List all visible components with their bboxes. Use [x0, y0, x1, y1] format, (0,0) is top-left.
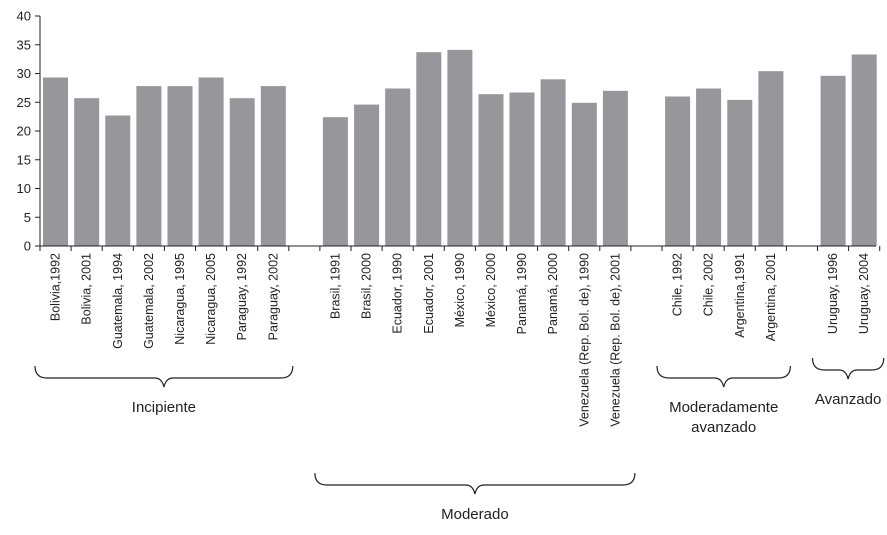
x-category-label: Guatemala, 2002	[142, 253, 156, 349]
bar	[136, 86, 162, 246]
group-label: Moderadamente	[669, 399, 778, 416]
bar	[167, 86, 193, 246]
x-category-label: Brasil, 1991	[328, 253, 342, 319]
bar	[727, 99, 753, 247]
bars	[43, 49, 877, 247]
group-label: Moderado	[441, 506, 509, 523]
bar	[354, 104, 380, 246]
bar	[260, 86, 286, 246]
y-tick-label: 25	[17, 95, 31, 110]
x-category-label: Panamá, 1990	[515, 253, 529, 334]
group-brace	[656, 365, 791, 388]
bar	[696, 88, 722, 246]
x-category-label: Bolivia, 2001	[80, 253, 94, 325]
bar	[851, 54, 877, 246]
bar	[105, 115, 131, 246]
y-tick-label: 40	[17, 9, 31, 24]
x-category-label: Venezuela (Rep. Bol. de), 2001	[608, 253, 622, 427]
x-category-label: México, 1990	[453, 253, 467, 327]
y-tick-label: 5	[24, 210, 31, 225]
bar	[74, 98, 100, 246]
bar	[665, 96, 691, 246]
y-axis: 0 5 10 15 20 25 30 35 40	[17, 9, 41, 254]
x-category-label: Argentina,1991	[733, 253, 747, 338]
x-category-label: Chile, 1992	[671, 253, 685, 316]
y-tick-label: 35	[17, 37, 31, 52]
y-tick-label: 10	[17, 181, 31, 196]
bar	[43, 77, 68, 246]
bar	[509, 92, 535, 246]
bar	[571, 102, 597, 246]
bar	[385, 88, 411, 246]
bar	[198, 77, 224, 246]
bar	[820, 75, 846, 246]
x-category-label: Bolivia,1992	[49, 253, 63, 321]
x-category-label: Argentina, 2001	[764, 253, 778, 341]
group-label: avanzado	[691, 419, 756, 436]
x-category-label: Paraguay, 1992	[235, 253, 249, 340]
group-brace	[314, 472, 636, 495]
bar	[478, 94, 504, 246]
x-category-label: México, 2000	[484, 253, 498, 327]
x-category-label: Guatemala, 1994	[111, 253, 125, 349]
bar	[758, 71, 784, 246]
bar	[447, 49, 473, 247]
x-axis	[39, 245, 881, 251]
bar	[229, 98, 255, 246]
x-category-label: Uruguay, 1996	[826, 253, 840, 334]
x-category-label: Paraguay, 2002	[266, 253, 280, 340]
y-tick-label: 15	[17, 152, 31, 167]
y-tick-label: 30	[17, 66, 31, 81]
group-brace	[811, 357, 885, 380]
x-category-label: Ecuador, 1990	[391, 253, 405, 334]
group-label: Avanzado	[815, 391, 881, 408]
x-category-label: Nicaragua, 2005	[204, 253, 218, 345]
bar	[602, 90, 628, 247]
x-category-label: Venezuela (Rep. Bol. de), 1990	[577, 253, 591, 427]
x-category-label: Uruguay, 2004	[857, 253, 871, 334]
y-tick-label: 0	[24, 239, 31, 254]
x-category-label: Brasil, 2000	[360, 253, 374, 319]
bar	[322, 117, 348, 246]
group-label: Incipiente	[132, 399, 196, 416]
x-category-label: Nicaragua, 1995	[173, 253, 187, 345]
x-category-label: Ecuador, 2001	[422, 253, 436, 334]
x-category-label: Chile, 2002	[702, 253, 716, 316]
bar	[540, 79, 566, 247]
group-brace	[34, 365, 294, 388]
group-braces	[34, 357, 885, 495]
bar	[416, 52, 442, 247]
group-labels: Incipiente Moderado Moderadamente avanzado A…	[132, 391, 882, 523]
category-labels: Bolivia,1992 Bolivia, 2001 Guatemala, 1994…	[49, 253, 872, 427]
x-category-label: Panamá, 2000	[546, 253, 560, 334]
y-tick-label: 20	[17, 124, 31, 139]
